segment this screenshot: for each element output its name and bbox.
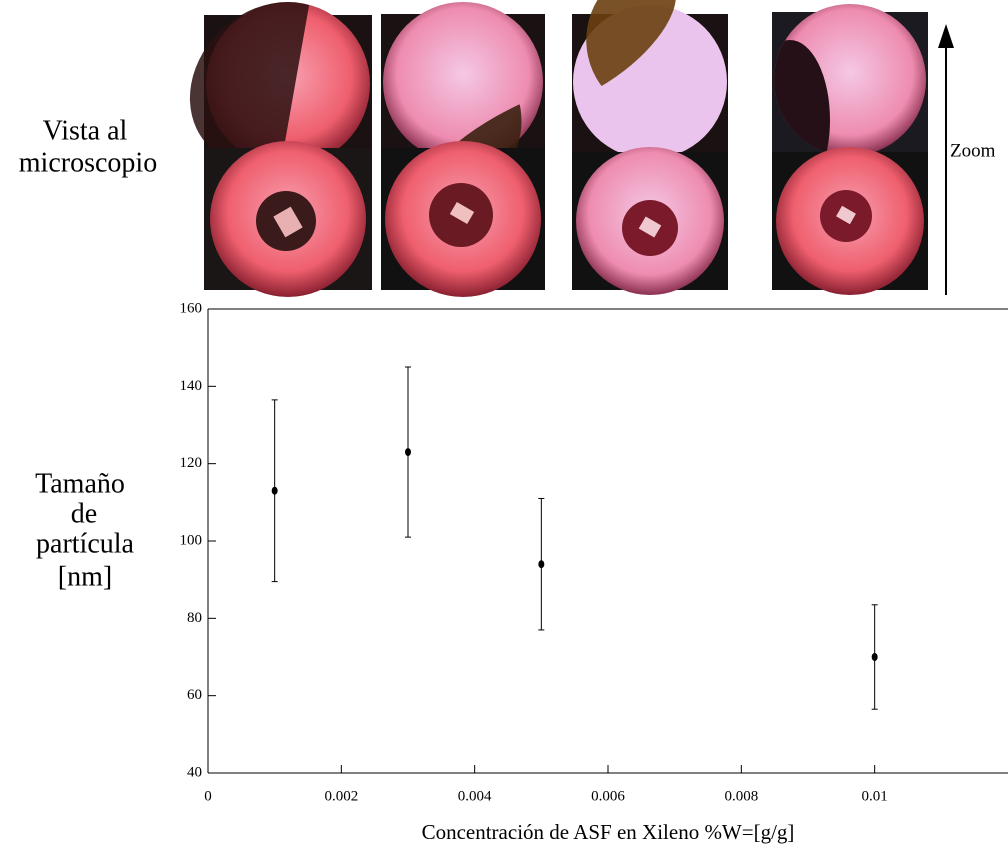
microscope-photos	[176, 0, 928, 297]
y-tick-label: 80	[187, 610, 202, 626]
y-tick-label: 120	[180, 455, 203, 471]
y-tick-label: 100	[180, 532, 203, 548]
x-tick-label: 0.006	[591, 788, 625, 804]
y-tick-label: 60	[187, 687, 202, 703]
point	[271, 486, 278, 495]
point	[871, 653, 878, 661]
x-tick-label: 0.002	[324, 788, 358, 804]
x-tick-label: 0.008	[724, 788, 758, 804]
y-label: partícula	[36, 528, 135, 559]
side-label: Vista al	[43, 115, 128, 146]
x-tick-label: 0.004	[458, 788, 492, 804]
point	[405, 448, 411, 457]
y-label: de	[71, 498, 97, 529]
y-tick-label: 40	[187, 764, 202, 780]
arrow-head	[938, 24, 954, 48]
x-tick-label: 0.01	[862, 788, 888, 804]
y-label: Tamaño	[35, 468, 125, 499]
point	[538, 560, 545, 569]
side-label: microscopio	[19, 147, 157, 178]
zoom-label: Zoom	[950, 140, 996, 161]
y-tick-label: 140	[180, 378, 203, 394]
x-tick-label: 0	[204, 788, 212, 804]
y-tick-label: 160	[180, 300, 203, 316]
x-label: Concentración de ASF en Xileno %W=[g/g]	[422, 820, 795, 844]
y-label: [nm]	[58, 561, 112, 592]
